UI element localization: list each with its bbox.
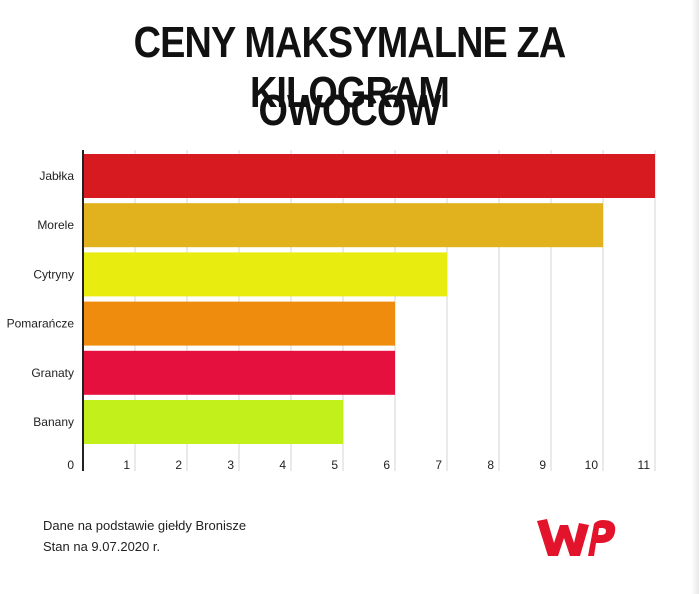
x-tick-label: 4 — [279, 458, 286, 472]
category-label: Jabłka — [39, 169, 74, 183]
category-label: Morele — [37, 218, 74, 232]
source-note: Dane na podstawie giełdy Bronisze — [43, 518, 247, 533]
x-tick-label: 1 — [123, 458, 130, 472]
x-tick-label: 5 — [331, 458, 338, 472]
wp-logo-p — [588, 520, 616, 556]
bar — [83, 301, 395, 346]
x-tick-label: 2 — [175, 458, 182, 472]
chart-title-line-2: OWOCÓW — [258, 86, 442, 135]
x-tick-label: 7 — [435, 458, 442, 472]
x-tick-label: 11 — [638, 458, 651, 472]
bar — [83, 400, 343, 444]
bar — [83, 203, 603, 248]
wp-logo — [537, 519, 616, 556]
x-tick-label: 0 — [67, 458, 74, 472]
bar-chart: Jabłka Morele Cytryny Pomarańcze Granaty Bana… — [7, 150, 656, 472]
bar — [83, 154, 655, 198]
category-label: Cytryny — [33, 267, 74, 281]
category-label: Granaty — [31, 366, 74, 380]
category-label: Pomarańcze — [7, 317, 75, 331]
x-tick-label: 9 — [539, 458, 546, 472]
x-tick-label: 6 — [383, 458, 390, 472]
x-tick-label: 10 — [585, 458, 599, 472]
page-edge-shadow — [691, 0, 699, 594]
wp-logo-w — [537, 519, 589, 556]
chart-title-line-1: CENY MAKSYMALNE ZA KILOGRAM — [133, 18, 566, 117]
bar — [83, 350, 395, 395]
category-label: Banany — [33, 415, 74, 429]
x-tick-label: 8 — [487, 458, 494, 472]
bar — [83, 252, 447, 297]
date-note: Stan na 9.07.2020 r. — [43, 539, 161, 554]
x-tick-label: 3 — [227, 458, 234, 472]
